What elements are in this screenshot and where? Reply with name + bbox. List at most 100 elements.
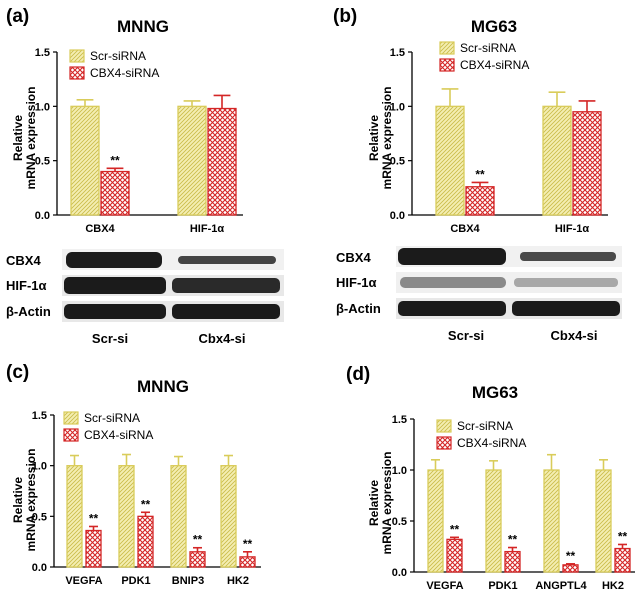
panel-b-bar-chart: 0.0 0.5 1.0 1.5 ** CBX4 HIF-1α	[390, 47, 608, 235]
bar-cbx-CBX4	[465, 186, 495, 216]
bar-scr-CBX4	[70, 105, 100, 216]
panel-b-title: MG63	[471, 17, 517, 36]
bar-scr-CBX4	[435, 105, 465, 216]
bar-scr-VEGFA	[427, 469, 444, 573]
x-category-label: VEGFA	[65, 575, 102, 587]
panel-a-blot-row-hif	[62, 275, 284, 296]
bar-cbx-ANGPTL4	[562, 564, 579, 573]
panel-b-legend-scr-swatch	[439, 41, 455, 55]
bar-scr-HK2	[220, 465, 237, 568]
bar-scr-PDK1	[485, 469, 502, 573]
significance-label: **	[508, 533, 518, 547]
significance-label: **	[566, 549, 576, 563]
x-category-label: ANGPTL4	[535, 580, 587, 592]
y-tick-label: 1.0	[392, 465, 407, 477]
panel-b-band-hif-cbx	[514, 278, 618, 287]
x-category-label: CBX4	[85, 223, 115, 235]
panel-b-blot-row-hif	[396, 272, 622, 293]
panel-d-legend-scr-label: Scr-siRNA	[457, 419, 513, 433]
significance-label: **	[89, 511, 99, 525]
y-tick-label: 1.5	[35, 47, 50, 59]
y-tick-label: 1.5	[32, 410, 47, 422]
bar-cbx-PDK1	[137, 515, 154, 568]
panel-d-legend-cbx-label: CBX4-siRNA	[457, 436, 526, 450]
x-category-label: HIF-1α	[190, 223, 225, 235]
panel-a-ylabel-line1: Relative	[11, 115, 25, 161]
y-tick-label: 1.0	[32, 461, 47, 473]
panel-b-blot-row-cbx4	[396, 246, 622, 267]
panel-c: (c) MNNG Relative mRNA expression 0.0 0.5…	[6, 362, 261, 587]
x-category-label: VEGFA	[426, 580, 463, 592]
panel-b-legend-cbx-swatch	[439, 58, 455, 72]
significance-label: **	[475, 167, 485, 181]
bar-cbx-HK2	[239, 556, 256, 568]
bar-cbx-CBX4	[100, 170, 130, 216]
significance-label: **	[450, 522, 460, 536]
significance-label: **	[141, 497, 151, 511]
panel-d-bar-chart: 0.0 0.5 1.0 1.5 ** VEGFA ** PDK1 ** ANGPTL4 ** HK2	[392, 414, 635, 592]
y-tick-label: 0.0	[35, 210, 50, 222]
bar-cbx-VEGFA	[85, 529, 102, 568]
panel-a: (a) MNNG Relative mRNA expression 0.0 0.5…	[6, 6, 284, 346]
significance-label: **	[243, 537, 253, 551]
panel-a-legend-cbx-label: CBX4-siRNA	[90, 66, 159, 80]
bar-cbx-PDK1	[504, 550, 521, 573]
x-category-label: CBX4	[450, 223, 480, 235]
bar-scr-PDK1	[118, 465, 135, 568]
x-category-label: HK2	[602, 580, 624, 592]
panel-a-band-hif-scr	[64, 277, 166, 294]
y-tick-label: 0.0	[390, 210, 405, 222]
panel-a-legend-cbx-swatch	[69, 66, 85, 80]
panel-b-ylabel-line1: Relative	[367, 115, 381, 161]
panel-a-ylabel-line2: mRNA expression	[24, 87, 38, 190]
y-tick-label: 0.5	[390, 156, 405, 168]
y-tick-label: 0.0	[392, 567, 407, 579]
panel-b-legend-scr-label: Scr-siRNA	[460, 41, 516, 55]
panel-a-band-hif-cbx	[172, 278, 280, 293]
panel-a-bar-chart: 0.0 0.5 1.0 1.5 ** CBX4 HIF-1α	[35, 47, 243, 235]
panel-b-blot-label-hif: HIF-1α	[336, 275, 377, 290]
x-category-label: PDK1	[121, 575, 150, 587]
panel-b-blot-label-cbx4: CBX4	[336, 250, 371, 265]
panel-b-blot-label-actin: β-Actin	[336, 301, 381, 316]
panel-a-blot-row-cbx4	[62, 249, 284, 270]
bar-scr-HIF-1α	[542, 105, 572, 216]
panel-b: (b) MG63 Relative mRNA expression 0.0 0.5…	[333, 6, 622, 343]
panel-d-legend-scr-swatch	[436, 419, 452, 433]
panel-b-band-actin-scr	[398, 301, 506, 316]
panel-d-letter: (d)	[346, 364, 370, 385]
y-tick-label: 1.0	[390, 101, 405, 113]
panel-a-blot-label-hif: HIF-1α	[6, 278, 47, 293]
panel-a-band-cbx4-cbx	[178, 256, 276, 264]
bar-scr-BNIP3	[170, 465, 187, 568]
panel-a-lane-cbx: Cbx4-si	[199, 331, 246, 346]
y-tick-label: 0.5	[392, 516, 407, 528]
y-tick-label: 0.5	[35, 156, 50, 168]
panel-a-blot-row-actin	[62, 301, 284, 322]
panel-b-lane-scr: Scr-si	[448, 328, 484, 343]
significance-label: **	[193, 533, 203, 547]
panel-a-letter: (a)	[6, 6, 29, 27]
panel-b-legend-cbx-label: CBX4-siRNA	[460, 58, 529, 72]
y-tick-label: 1.5	[392, 414, 407, 426]
panel-b-lane-cbx: Cbx4-si	[551, 328, 598, 343]
panel-a-legend-scr-swatch	[69, 49, 85, 63]
panel-b-band-hif-scr	[400, 277, 506, 288]
panel-b-blot-row-actin	[396, 298, 622, 319]
panel-b-band-cbx4-scr	[398, 248, 506, 265]
bar-scr-HK2	[595, 469, 612, 573]
panel-c-letter: (c)	[6, 362, 29, 383]
bar-scr-HIF-1α	[177, 105, 207, 216]
panel-b-ylabel-line2: mRNA expression	[380, 87, 394, 190]
panel-c-legend-cbx-label: CBX4-siRNA	[84, 428, 153, 442]
panel-b-band-cbx4-cbx	[520, 252, 616, 261]
x-category-label: BNIP3	[172, 575, 204, 587]
panel-a-title: MNNG	[117, 17, 169, 36]
panel-a-blot-label-actin: β-Actin	[6, 304, 51, 319]
panel-a-band-cbx4-scr	[66, 252, 162, 268]
bar-scr-ANGPTL4	[543, 469, 560, 573]
panel-c-ylabel-line2: mRNA expression	[24, 449, 38, 552]
x-category-label: PDK1	[488, 580, 517, 592]
y-tick-label: 1.5	[390, 47, 405, 59]
